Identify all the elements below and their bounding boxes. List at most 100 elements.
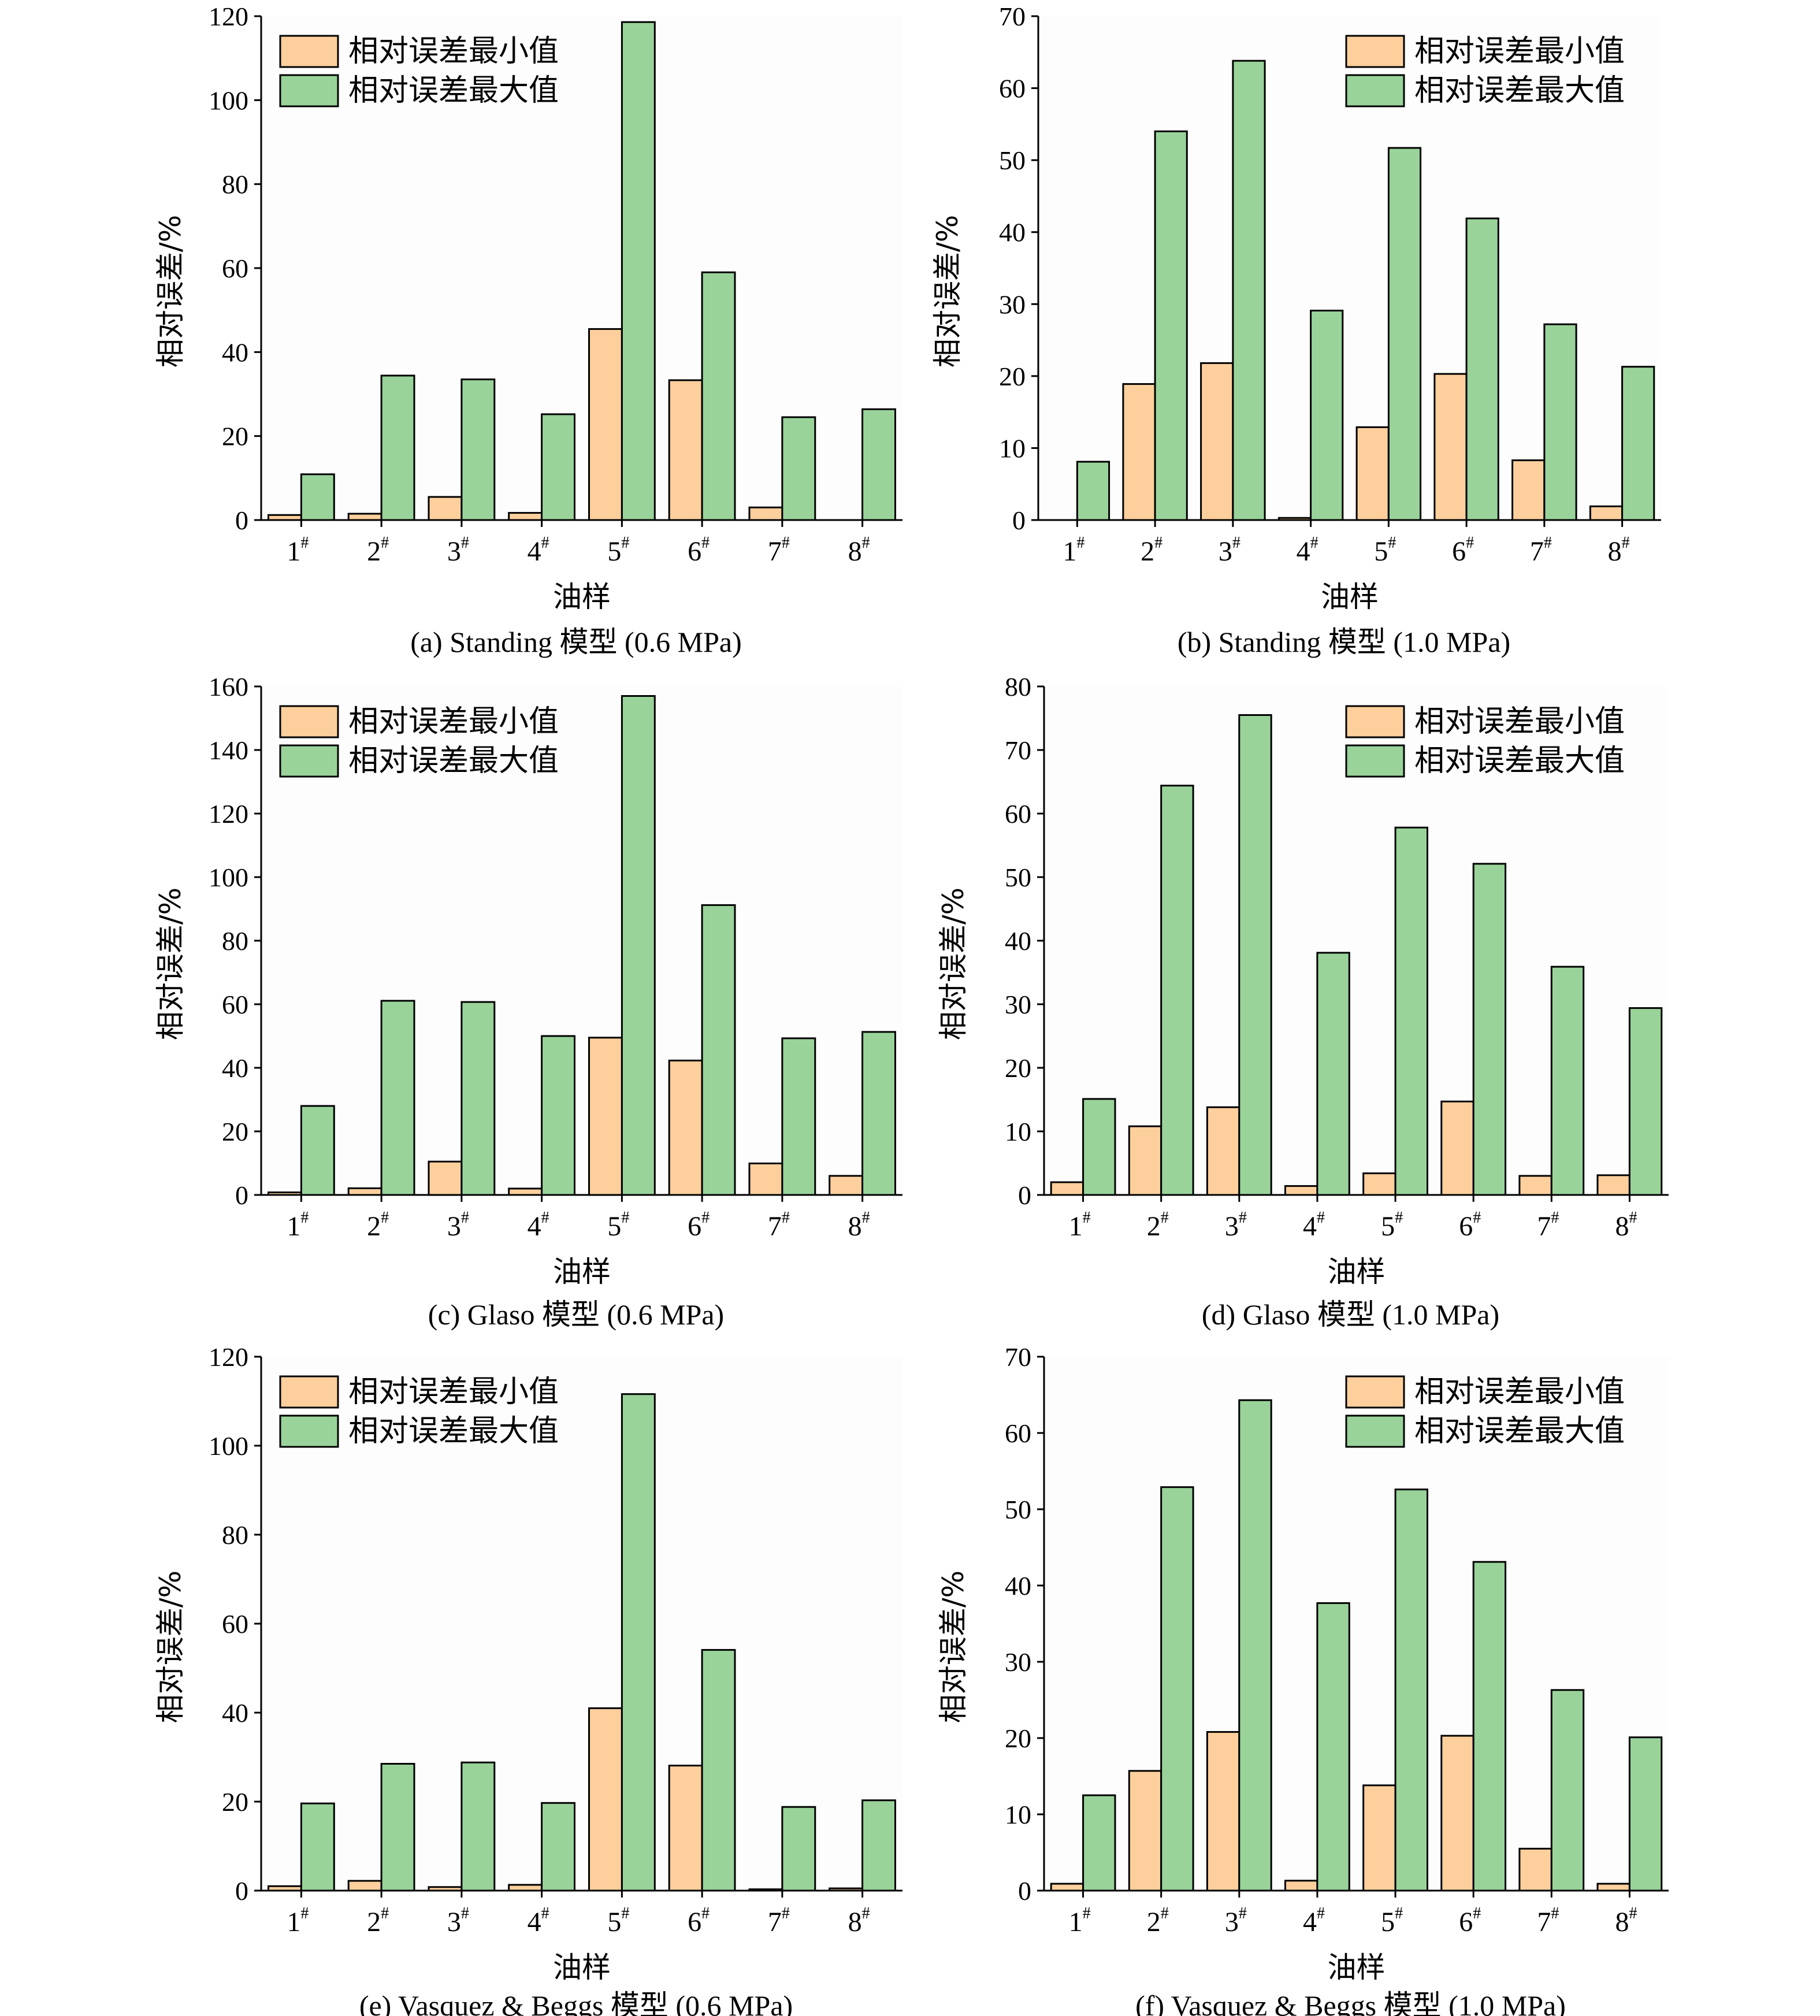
x-tick-label-superscript: # bbox=[1083, 1904, 1091, 1922]
x-tick-label-superscript: # bbox=[701, 1209, 710, 1227]
x-tick-label: 6# bbox=[688, 534, 710, 567]
y-tick-label: 10 bbox=[1005, 1800, 1031, 1829]
x-tick-label-number: 4 bbox=[1303, 1211, 1317, 1242]
x-tick-label-superscript: # bbox=[461, 1904, 469, 1922]
x-tick-label-superscript: # bbox=[782, 1209, 790, 1227]
x-tick-label-superscript: # bbox=[1473, 1904, 1481, 1922]
x-tick-label-number: 7 bbox=[1537, 1907, 1551, 1937]
bar-max-4 bbox=[541, 413, 575, 521]
bar-max-3 bbox=[460, 1001, 496, 1196]
y-tick-label: 100 bbox=[209, 863, 248, 892]
x-tick-label-superscript: # bbox=[1083, 1209, 1091, 1227]
legend-label-max: 相对误差最大值 bbox=[348, 744, 559, 778]
x-tick-label: 8# bbox=[848, 1904, 870, 1937]
x-axis-title: 油样 bbox=[553, 1951, 611, 1984]
chart-panel-d: 0 10 20 30 40 50 60 70 80 1# 2# 3# 4# 5# 6# 7# 8# 油样 相对误差/… bbox=[910, 670, 1820, 1341]
bar-max-3 bbox=[1238, 714, 1272, 1196]
x-tick-label: 3# bbox=[447, 1209, 469, 1242]
x-tick-label-superscript: # bbox=[300, 1904, 309, 1922]
x-tick-label-superscript: # bbox=[1239, 1904, 1247, 1922]
bar-max-2 bbox=[380, 374, 415, 521]
x-tick-label-number: 7 bbox=[768, 1907, 782, 1937]
x-tick-label-number: 8 bbox=[1615, 1907, 1629, 1937]
bar-max-3 bbox=[460, 1761, 496, 1892]
x-tick-label: 5# bbox=[607, 1904, 629, 1937]
x-tick-label-superscript: # bbox=[541, 534, 549, 552]
x-tick-label: 5# bbox=[1381, 1209, 1403, 1242]
bar-max-4 bbox=[1316, 1602, 1350, 1892]
x-tick-label-number: 5 bbox=[1381, 1907, 1395, 1937]
x-axis-title: 油样 bbox=[553, 580, 611, 614]
y-tick-label: 20 bbox=[222, 422, 248, 451]
x-tick-label: 3# bbox=[1225, 1209, 1247, 1242]
bar-max-7 bbox=[1550, 966, 1585, 1196]
x-tick-label-superscript: # bbox=[1544, 534, 1552, 552]
y-axis-title: 相对误差/% bbox=[154, 1571, 187, 1723]
bar-max-1 bbox=[300, 1105, 335, 1196]
x-tick-label-number: 5 bbox=[607, 1907, 621, 1937]
x-tick-label: 5# bbox=[1381, 1904, 1403, 1937]
x-tick-label-number: 8 bbox=[1608, 536, 1622, 567]
x-tick-label-number: 1 bbox=[1069, 1211, 1083, 1242]
chart-caption: (b) Standing 模型 (1.0 MPa) bbox=[1178, 626, 1510, 658]
chart-caption: (e) Vasquez & Beggs 模型 (0.6 MPa) bbox=[359, 1989, 793, 2016]
y-axis-title: 相对误差/% bbox=[931, 215, 964, 367]
x-tick-label-number: 4 bbox=[1303, 1907, 1317, 1937]
x-tick-label-number: 5 bbox=[607, 1211, 621, 1242]
bar-max-8 bbox=[1628, 1007, 1663, 1196]
bar-max-6 bbox=[701, 271, 736, 521]
y-tick-label: 0 bbox=[1018, 1876, 1031, 1906]
x-tick-label-number: 1 bbox=[287, 536, 300, 567]
x-tick-label: 3# bbox=[447, 1904, 469, 1937]
bar-max-8 bbox=[1621, 366, 1655, 521]
x-tick-label: 1# bbox=[1069, 1209, 1091, 1242]
x-tick-label-number: 4 bbox=[528, 536, 541, 567]
x-tick-label: 7# bbox=[768, 534, 790, 567]
y-tick-label: 40 bbox=[222, 337, 248, 367]
x-tick-label: 4# bbox=[1303, 1209, 1325, 1242]
x-axis-title: 油样 bbox=[1328, 1951, 1386, 1984]
x-tick-label-number: 7 bbox=[768, 1211, 782, 1242]
bar-min-7 bbox=[1511, 459, 1546, 521]
bar-min-1 bbox=[1050, 1883, 1084, 1892]
x-tick-label-number: 2 bbox=[367, 1211, 381, 1242]
legend-swatch-min bbox=[1345, 35, 1405, 68]
bar-max-8 bbox=[861, 1031, 896, 1196]
bar-max-6 bbox=[701, 1649, 736, 1892]
bar-max-5 bbox=[1394, 826, 1428, 1196]
chart-panel-b: 0 10 20 30 40 50 60 70 1# 2# 3# 4# 5# 6# 7# 8# 油样 相对误差/% 相… bbox=[910, 0, 1820, 670]
bar-max-7 bbox=[781, 1806, 816, 1892]
legend-swatch-min bbox=[279, 1375, 339, 1409]
bar-min-2 bbox=[1122, 383, 1156, 521]
legend-swatch-max bbox=[279, 1414, 339, 1448]
x-tick-label-number: 3 bbox=[447, 536, 461, 567]
x-tick-label-superscript: # bbox=[461, 534, 469, 552]
x-tick-label-superscript: # bbox=[1473, 1209, 1481, 1227]
y-tick-label: 30 bbox=[999, 289, 1026, 319]
bar-min-5 bbox=[588, 1707, 623, 1892]
x-tick-label-number: 8 bbox=[848, 1211, 862, 1242]
legend-swatch-min bbox=[1345, 705, 1405, 738]
x-tick-label-number: 7 bbox=[1530, 536, 1544, 567]
bar-min-3 bbox=[1206, 1731, 1240, 1892]
y-tick-label: 20 bbox=[222, 1117, 248, 1146]
x-tick-label-number: 4 bbox=[1297, 536, 1310, 567]
bar-max-2 bbox=[1154, 130, 1188, 521]
x-tick-label-number: 2 bbox=[1141, 536, 1154, 567]
x-tick-label-number: 2 bbox=[1147, 1211, 1161, 1242]
x-tick-label-superscript: # bbox=[1395, 1209, 1403, 1227]
x-tick-label: 4# bbox=[1297, 534, 1318, 567]
legend-label-min: 相对误差最小值 bbox=[348, 1375, 559, 1409]
bar-min-2 bbox=[1128, 1125, 1162, 1196]
bar-min-2 bbox=[1128, 1770, 1162, 1892]
bar-max-4 bbox=[1310, 310, 1344, 521]
y-tick-label: 60 bbox=[1005, 1419, 1031, 1448]
x-tick-label-superscript: # bbox=[541, 1209, 549, 1227]
y-tick-label: 70 bbox=[1005, 1342, 1031, 1372]
x-tick-label-number: 6 bbox=[1459, 1211, 1473, 1242]
y-tick-label: 0 bbox=[1012, 506, 1026, 535]
bar-max-3 bbox=[460, 378, 496, 521]
x-tick-label-superscript: # bbox=[1388, 534, 1396, 552]
x-tick-label-number: 1 bbox=[1069, 1907, 1083, 1937]
